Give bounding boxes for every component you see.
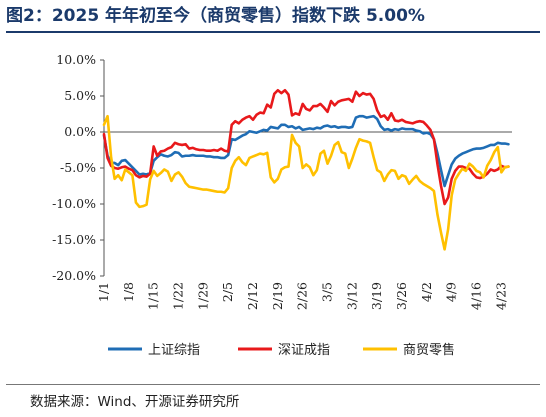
source-note: 数据来源：Wind、开源证券研究所 [30, 394, 240, 410]
x-tick-label: 3/19 [369, 282, 384, 310]
x-tick-label: 1/15 [146, 282, 161, 310]
x-tick-label: 3/5 [320, 282, 335, 302]
x-tick-label: 1/22 [171, 282, 186, 310]
y-tick-label: 10.0% [56, 52, 96, 67]
legend-label-1: 深证成指 [278, 343, 330, 358]
y-tick-label: -10.0% [52, 196, 96, 211]
figure-title: 图2：2025 年年初至今（商贸零售）指数下跌 5.00% [6, 6, 425, 26]
y-tick-label: -20.0% [52, 268, 96, 283]
y-tick-label: 5.0% [64, 88, 96, 103]
x-tick-label: 2/26 [295, 282, 310, 310]
line-chart: -20.0% -15.0% -10.0% -5.0% 0.0% 5.0% 10.0% 1/1… [52, 52, 512, 358]
x-tick-label: 4/9 [444, 282, 459, 302]
x-tick-label: 4/16 [469, 282, 484, 310]
series-line-1 [102, 88, 510, 206]
y-tick-label: -5.0% [60, 160, 96, 175]
title-rule [6, 31, 540, 33]
chart-axes: -20.0% -15.0% -10.0% -5.0% 0.0% 5.0% 10.0% [52, 52, 512, 283]
x-tick-labels: 1/1 1/8 1/15 1/22 1/29 2/5 2/12 2/19 2/26 3/5 3/12… [96, 282, 508, 310]
x-tick-label: 3/26 [394, 282, 409, 310]
legend-label-2: 商贸零售 [403, 342, 455, 358]
x-tick-label: 2/5 [220, 282, 235, 302]
x-tick-label: 1/8 [121, 282, 136, 302]
source-rule [6, 384, 540, 385]
x-tick-label: 3/12 [344, 282, 359, 310]
x-tick-label: 4/23 [493, 282, 508, 310]
x-tick-label: 1/1 [96, 282, 111, 302]
x-tick-label: 4/2 [419, 282, 434, 302]
y-tick-label: -15.0% [52, 232, 96, 247]
x-tick-label: 2/12 [245, 282, 260, 310]
series-line-0 [102, 114, 510, 188]
series-line-2 [102, 114, 510, 251]
x-tick-label: 1/29 [195, 282, 210, 310]
series-lines [102, 88, 510, 251]
legend-label-0: 上证综指 [148, 343, 200, 358]
y-tick-label: 0.0% [64, 124, 96, 139]
chart-legend: 上证综指 深证成指 商贸零售 [108, 342, 455, 358]
x-tick-label: 2/19 [270, 282, 285, 310]
